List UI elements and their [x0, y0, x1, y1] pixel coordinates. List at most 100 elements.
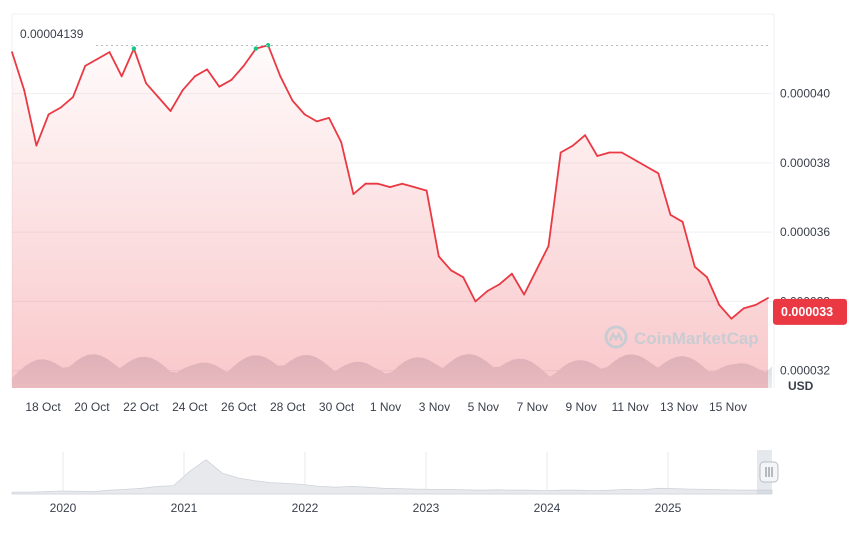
high-point-marker	[253, 46, 259, 51]
price-point	[437, 255, 440, 258]
price-point	[486, 290, 489, 292]
coinmarketcap-logo-icon	[604, 325, 628, 349]
price-point	[620, 151, 623, 154]
price-point	[511, 272, 513, 275]
price-point	[206, 68, 209, 71]
x-tick-label: 18 Oct	[25, 400, 61, 414]
price-point	[11, 51, 13, 53]
y-axis-ticks: 0.000040 0.000038 0.000036 0.000033 0.000032	[780, 87, 830, 378]
price-point	[47, 113, 50, 116]
price-point	[23, 89, 26, 92]
range-navigator[interactable]: 2020 2021 2022 2023 2024 2025	[11, 450, 779, 515]
price-point	[596, 155, 599, 157]
x-tick-label: 15 Nov	[709, 400, 747, 414]
price-point	[523, 293, 525, 296]
price-point	[559, 151, 562, 154]
x-tick-label: 24 Oct	[172, 400, 208, 414]
price-point	[645, 165, 647, 168]
x-tick-label: 3 Nov	[419, 400, 450, 414]
price-point	[352, 193, 355, 196]
navigator-area	[11, 459, 773, 495]
coinmarketcap-watermark: CoinMarketCap	[604, 325, 759, 349]
price-point	[145, 82, 148, 85]
price-point	[718, 304, 721, 306]
price-point	[462, 276, 465, 279]
price-point	[279, 75, 282, 78]
price-point	[303, 113, 306, 116]
price-point	[376, 182, 379, 185]
price-point	[389, 186, 391, 189]
price-point	[194, 75, 196, 78]
price-point	[242, 65, 245, 67]
x-tick-label: 13 Nov	[660, 400, 698, 414]
price-point	[35, 144, 38, 147]
price-point	[84, 65, 87, 67]
price-point	[230, 78, 233, 81]
navigator-background	[12, 450, 772, 494]
high-value-label-bg	[16, 26, 94, 42]
y-tick-label: 0.000038	[780, 156, 830, 170]
price-point	[96, 58, 99, 60]
price-point	[450, 269, 452, 272]
navigator-year-label: 2020	[50, 501, 77, 515]
price-point	[120, 75, 123, 78]
high-value-label: 0.00004139	[20, 27, 84, 41]
navigator-year-label: 2022	[292, 501, 319, 515]
currency-label: USD	[788, 379, 814, 393]
x-tick-label: 20 Oct	[74, 400, 110, 414]
navigator-history-area	[11, 459, 773, 495]
y-tick-label: 0.000036	[780, 225, 830, 239]
current-price-badge-bg	[773, 298, 847, 325]
price-point	[364, 182, 367, 185]
high-value-marker: 0.00004139	[16, 26, 770, 47]
price-point	[169, 110, 172, 112]
high-point-marker	[131, 46, 137, 51]
price-point	[681, 220, 684, 223]
current-price-badge: 0.000033	[773, 298, 847, 325]
price-point	[584, 134, 586, 137]
price-point	[108, 51, 111, 53]
price-point	[754, 304, 757, 306]
x-tick-label: 26 Oct	[221, 400, 257, 414]
price-line-layer	[11, 43, 769, 320]
price-area	[12, 45, 768, 388]
navigator-handle[interactable]	[759, 461, 779, 483]
price-point	[767, 297, 769, 299]
navigator-year-label: 2024	[534, 501, 561, 515]
price-point	[657, 172, 660, 175]
price-point	[742, 307, 745, 310]
y-tick-label: 0.000040	[780, 87, 830, 101]
price-point	[157, 96, 160, 98]
price-point	[218, 85, 221, 88]
price-point	[181, 89, 184, 92]
current-price-label: 0.000033	[781, 305, 833, 319]
x-tick-label: 28 Oct	[270, 400, 306, 414]
price-point	[608, 151, 611, 154]
navigator-year-label: 2025	[655, 501, 682, 515]
x-tick-label: 11 Nov	[612, 400, 649, 414]
navigator-year-label: 2023	[413, 501, 440, 515]
price-point	[291, 99, 294, 102]
x-tick-label: 9 Nov	[566, 400, 597, 414]
price-point	[693, 265, 696, 268]
price-point	[401, 182, 404, 185]
price-point	[474, 300, 477, 303]
price-point	[413, 186, 416, 189]
price-point	[315, 120, 318, 123]
price-point	[547, 245, 550, 247]
x-tick-label: 22 Oct	[123, 400, 159, 414]
price-point	[59, 106, 62, 109]
price-area-layer	[12, 45, 768, 388]
price-point	[340, 141, 343, 144]
y-tick-label: 0.000032	[780, 364, 830, 378]
x-axis-ticks: 18 Oct 20 Oct 22 Oct 24 Oct 26 Oct 28 Oct 30 O…	[25, 400, 747, 414]
x-tick-label: 5 Nov	[468, 400, 499, 414]
price-point	[572, 144, 574, 147]
x-tick-label: 30 Oct	[319, 400, 355, 414]
navigator-year-label: 2021	[171, 501, 198, 515]
price-point	[730, 317, 733, 320]
navigator-year-ticks: 2020 2021 2022 2023 2024 2025	[50, 501, 682, 515]
price-point	[72, 96, 74, 98]
